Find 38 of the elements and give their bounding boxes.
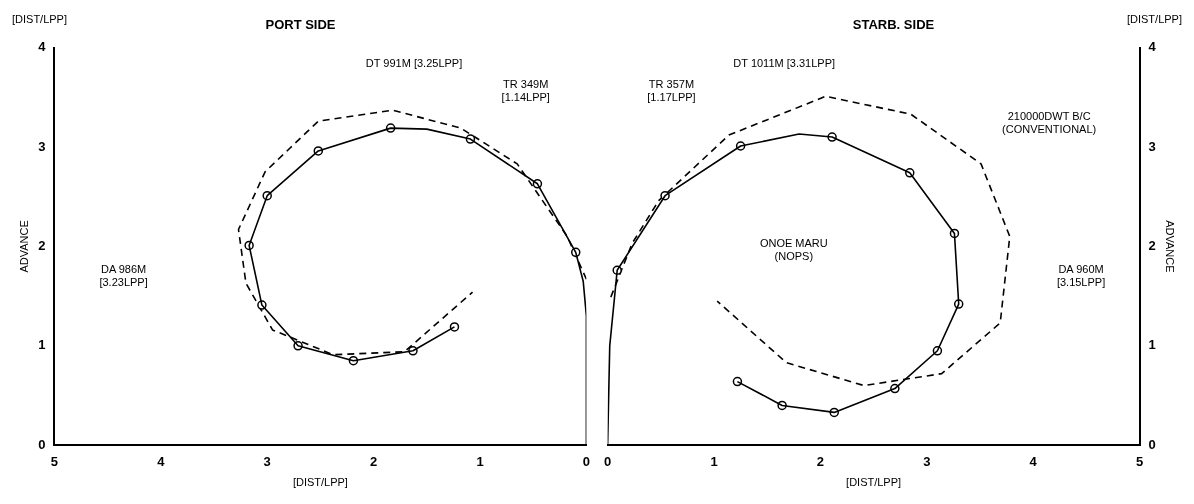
annotation: 210000DWT B/C (CONVENTIONAL) — [1002, 109, 1097, 135]
x-tick-label: 5 — [50, 453, 59, 469]
x-tick-label: 2 — [816, 453, 825, 469]
annotation: TR 349M [1.14LPP] — [501, 77, 550, 103]
y2-tick-label: 3 — [1148, 138, 1156, 154]
y2-tick-label: 4 — [1148, 39, 1157, 55]
x-tick-label: 1 — [476, 453, 484, 469]
x-tick-label: 1 — [710, 453, 718, 469]
x-tick-label: 4 — [157, 453, 166, 469]
x-axis-title: [DIST/LPP] — [846, 476, 902, 489]
y-axis-title: ADVANCE — [17, 220, 30, 273]
x-tick-label: 3 — [263, 453, 271, 469]
y-tick-label: 2 — [38, 237, 46, 253]
x-axis-title: [DIST/LPP] — [292, 476, 348, 489]
annotation: DA 960M [3.15LPP] — [1056, 262, 1106, 288]
chart-title: PORT SIDE — [265, 17, 336, 33]
annotation: DT 1011M [3.31LPP] — [733, 56, 836, 69]
annotation: ONOE MARU (NOPS) — [759, 236, 828, 262]
y2-tick-label: 0 — [1148, 436, 1156, 452]
y2-axis-title: ADVANCE — [1164, 220, 1177, 273]
x-tick-label: 2 — [369, 453, 378, 469]
chart-title: STARB. SIDE — [852, 17, 935, 33]
y-tick-label: 4 — [38, 39, 47, 55]
x-tick-label: 4 — [1029, 453, 1038, 469]
annotation: TR 357M [1.17LPP] — [647, 77, 696, 103]
text: [DIST/LPP] — [1126, 12, 1182, 25]
text: [DIST/LPP] — [12, 12, 68, 25]
x-tick-label: 0 — [582, 453, 590, 469]
annotation: DA 986M [3.23LPP] — [99, 262, 148, 288]
y-tick-label: 0 — [38, 436, 46, 452]
y-tick-label: 3 — [38, 138, 46, 154]
x-tick-label: 5 — [1135, 453, 1144, 469]
x-tick-label: 0 — [604, 453, 612, 469]
y2-tick-label: 2 — [1148, 237, 1156, 253]
y2-tick-label: 1 — [1148, 337, 1156, 353]
annotation: DT 991M [3.25LPP] — [365, 56, 463, 69]
x-tick-label: 3 — [923, 453, 931, 469]
y-tick-label: 1 — [38, 337, 46, 353]
